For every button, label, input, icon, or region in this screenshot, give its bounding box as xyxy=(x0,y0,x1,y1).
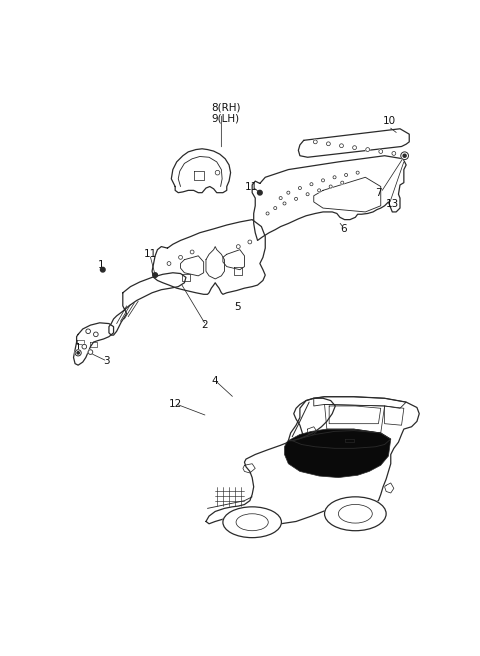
Circle shape xyxy=(88,350,93,354)
Circle shape xyxy=(82,344,86,349)
Circle shape xyxy=(401,152,408,159)
Text: 7: 7 xyxy=(375,188,382,197)
Circle shape xyxy=(153,273,157,277)
Circle shape xyxy=(236,245,240,249)
Text: 8(RH): 8(RH) xyxy=(211,103,241,113)
Text: 3: 3 xyxy=(104,356,110,366)
Circle shape xyxy=(77,352,79,354)
Text: 11: 11 xyxy=(244,182,258,192)
Circle shape xyxy=(313,140,317,144)
Text: 5: 5 xyxy=(234,302,241,312)
Circle shape xyxy=(366,148,370,152)
Circle shape xyxy=(179,255,182,259)
Circle shape xyxy=(341,181,344,184)
Text: 9(LH): 9(LH) xyxy=(211,113,240,124)
Circle shape xyxy=(274,207,277,210)
Circle shape xyxy=(215,171,220,175)
Circle shape xyxy=(248,240,252,244)
Circle shape xyxy=(318,189,321,192)
Circle shape xyxy=(403,154,406,157)
Circle shape xyxy=(287,191,290,194)
Text: 1: 1 xyxy=(75,343,82,353)
Text: 6: 6 xyxy=(340,224,347,234)
Text: 11: 11 xyxy=(144,249,157,259)
Circle shape xyxy=(295,197,298,200)
Circle shape xyxy=(306,193,309,195)
Circle shape xyxy=(345,173,348,176)
Circle shape xyxy=(392,152,396,155)
Text: 1: 1 xyxy=(98,260,105,270)
Circle shape xyxy=(322,179,324,182)
Polygon shape xyxy=(285,429,391,478)
Circle shape xyxy=(339,144,343,148)
Circle shape xyxy=(75,350,81,356)
Ellipse shape xyxy=(223,507,281,538)
Text: 13: 13 xyxy=(385,199,398,209)
Circle shape xyxy=(353,146,357,150)
Circle shape xyxy=(258,190,262,195)
Text: 12: 12 xyxy=(169,399,182,409)
Circle shape xyxy=(333,176,336,179)
Text: 4: 4 xyxy=(211,375,218,386)
Circle shape xyxy=(167,262,171,266)
Circle shape xyxy=(379,150,383,154)
Circle shape xyxy=(329,185,332,188)
Text: 2: 2 xyxy=(201,320,208,330)
Circle shape xyxy=(86,329,90,334)
Text: 10: 10 xyxy=(383,116,396,126)
Circle shape xyxy=(266,212,269,215)
Circle shape xyxy=(94,332,98,337)
Circle shape xyxy=(310,182,313,186)
Circle shape xyxy=(326,142,330,146)
Ellipse shape xyxy=(324,497,386,531)
Circle shape xyxy=(100,268,105,272)
Circle shape xyxy=(279,197,282,199)
Circle shape xyxy=(190,250,194,254)
Circle shape xyxy=(299,186,301,190)
Circle shape xyxy=(356,171,359,174)
Circle shape xyxy=(283,202,286,205)
